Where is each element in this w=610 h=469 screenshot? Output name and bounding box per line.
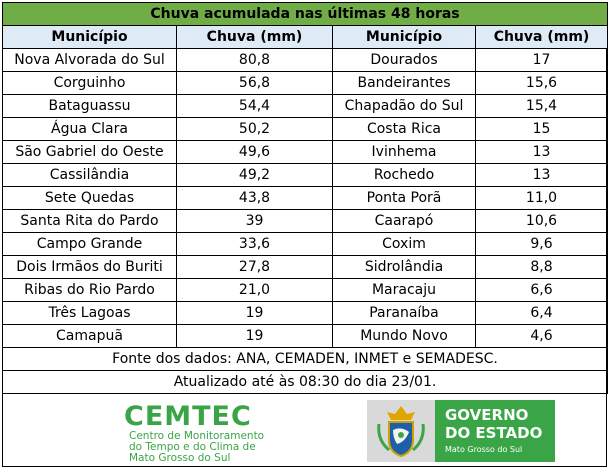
municipio-cell: São Gabriel do Oeste <box>2 140 177 164</box>
chuva-cell: 19 <box>176 301 333 325</box>
chuva-cell: 8,8 <box>474 255 609 279</box>
municipio-cell: Sidrolândia <box>332 255 476 279</box>
gov-line1: GOVERNO <box>445 406 529 424</box>
chuva-cell: 27,8 <box>176 255 333 279</box>
table-row: Camapuã 19 Mundo Novo 4,6 <box>2 324 609 348</box>
table-row: Cassilândia 49,2 Rochedo 13 <box>2 163 609 187</box>
chuva-cell: 15,6 <box>474 71 609 95</box>
table-body: Nova Alvorada do Sul 80,8 Dourados 17 Corgui… <box>2 48 609 348</box>
chuva-cell: 33,6 <box>176 232 333 256</box>
table-row: Ribas do Rio Pardo 21,0 Maracaju 6,6 <box>2 278 609 302</box>
municipio-cell: Três Lagoas <box>2 301 177 325</box>
government-wordmark: GOVERNO DO ESTADO Mato Grosso do Sul <box>435 400 555 462</box>
cemtec-wordmark: CEMTEC <box>124 401 252 432</box>
chuva-cell: 15,4 <box>474 94 609 118</box>
table-row: Santa Rita do Pardo 39 Caarapó 10,6 <box>2 209 609 233</box>
municipio-cell: Paranaíba <box>332 301 476 325</box>
table-row: Campo Grande 33,6 Coxim 9,6 <box>2 232 609 256</box>
chuva-cell: 17 <box>474 48 609 72</box>
table-row: Três Lagoas 19 Paranaíba 6,4 <box>2 301 609 325</box>
chuva-cell: 13 <box>474 163 609 187</box>
table-row: Dois Irmãos do Buriti 27,8 Sidrolândia 8,8 <box>2 255 609 279</box>
municipio-cell: Santa Rita do Pardo <box>2 209 177 233</box>
header-chuva-right: Chuva (mm) <box>474 25 609 49</box>
municipio-cell: Ivinhema <box>332 140 476 164</box>
header-municipio-left: Município <box>2 25 177 49</box>
table-row: Sete Quedas 43,8 Ponta Porã 11,0 <box>2 186 609 210</box>
cemtec-subtitle-line3: Mato Grosso do Sul <box>129 452 231 464</box>
municipio-cell: Caarapó <box>332 209 476 233</box>
municipio-cell: Coxim <box>332 232 476 256</box>
table-row: Água Clara 50,2 Costa Rica 15 <box>2 117 609 141</box>
cemtec-subtitle-line1: Centro de Monitoramento <box>129 430 265 442</box>
municipio-cell: Bandeirantes <box>332 71 476 95</box>
chuva-cell: 80,8 <box>176 48 333 72</box>
municipio-cell: Ponta Porã <box>332 186 476 210</box>
chuva-cell: 49,6 <box>176 140 333 164</box>
chuva-cell: 9,6 <box>474 232 609 256</box>
coat-of-arms-icon <box>367 400 435 462</box>
chuva-cell: 6,4 <box>474 301 609 325</box>
municipio-cell: Nova Alvorada do Sul <box>2 48 177 72</box>
municipio-cell: Sete Quedas <box>2 186 177 210</box>
municipio-cell: Bataguassu <box>2 94 177 118</box>
table-row: Nova Alvorada do Sul 80,8 Dourados 17 <box>2 48 609 72</box>
chuva-cell: 21,0 <box>176 278 333 302</box>
chuva-cell: 4,6 <box>474 324 609 348</box>
chuva-cell: 49,2 <box>176 163 333 187</box>
municipio-cell: Cassilândia <box>2 163 177 187</box>
cemtec-subtitle-line2: do Tempo e do Clima de <box>129 441 256 453</box>
gov-line2: DO ESTADO <box>445 424 543 442</box>
municipio-cell: Campo Grande <box>2 232 177 256</box>
header-municipio-right: Município <box>332 25 476 49</box>
municipio-cell: Rochedo <box>332 163 476 187</box>
municipio-cell: Costa Rica <box>332 117 476 141</box>
chuva-cell: 50,2 <box>176 117 333 141</box>
data-source-note: Fonte dos dados: ANA, CEMADEN, INMET e S… <box>1 347 609 371</box>
chuva-cell: 56,8 <box>176 71 333 95</box>
cemtec-subtitle: Centro de Monitoramento do Tempo e do Cl… <box>129 431 264 464</box>
chuva-cell: 15 <box>474 117 609 141</box>
chuva-cell: 6,6 <box>474 278 609 302</box>
update-note: Atualizado até às 08:30 do dia 23/01. <box>1 370 609 394</box>
municipio-cell: Camapuã <box>2 324 177 348</box>
government-logo: GOVERNO DO ESTADO Mato Grosso do Sul <box>367 400 555 462</box>
municipio-cell: Maracaju <box>332 278 476 302</box>
municipio-cell: Dois Irmãos do Buriti <box>2 255 177 279</box>
table-title: Chuva acumulada nas últimas 48 horas <box>1 2 609 26</box>
chuva-cell: 11,0 <box>474 186 609 210</box>
header-chuva-left: Chuva (mm) <box>176 25 333 49</box>
municipio-cell: Mundo Novo <box>332 324 476 348</box>
table-row: São Gabriel do Oeste 49,6 Ivinhema 13 <box>2 140 609 164</box>
chuva-cell: 19 <box>176 324 333 348</box>
chuva-cell: 10,6 <box>474 209 609 233</box>
municipio-cell: Chapadão do Sul <box>332 94 476 118</box>
municipio-cell: Água Clara <box>2 117 177 141</box>
cemtec-logo: CEMTEC Centro de Monitoramento do Tempo … <box>124 401 284 464</box>
chuva-cell: 13 <box>474 140 609 164</box>
municipio-cell: Dourados <box>332 48 476 72</box>
municipio-cell: Ribas do Rio Pardo <box>2 278 177 302</box>
chuva-cell: 43,8 <box>176 186 333 210</box>
chuva-cell: 39 <box>176 209 333 233</box>
chuva-cell: 54,4 <box>176 94 333 118</box>
municipio-cell: Corguinho <box>2 71 177 95</box>
gov-line3: Mato Grosso do Sul <box>445 445 523 454</box>
rainfall-table: Chuva acumulada nas últimas 48 horas Mun… <box>1 2 609 394</box>
table-row: Corguinho 56,8 Bandeirantes 15,6 <box>2 71 609 95</box>
table-row: Bataguassu 54,4 Chapadão do Sul 15,4 <box>2 94 609 118</box>
logo-area: CEMTEC Centro de Monitoramento do Tempo … <box>2 397 607 467</box>
